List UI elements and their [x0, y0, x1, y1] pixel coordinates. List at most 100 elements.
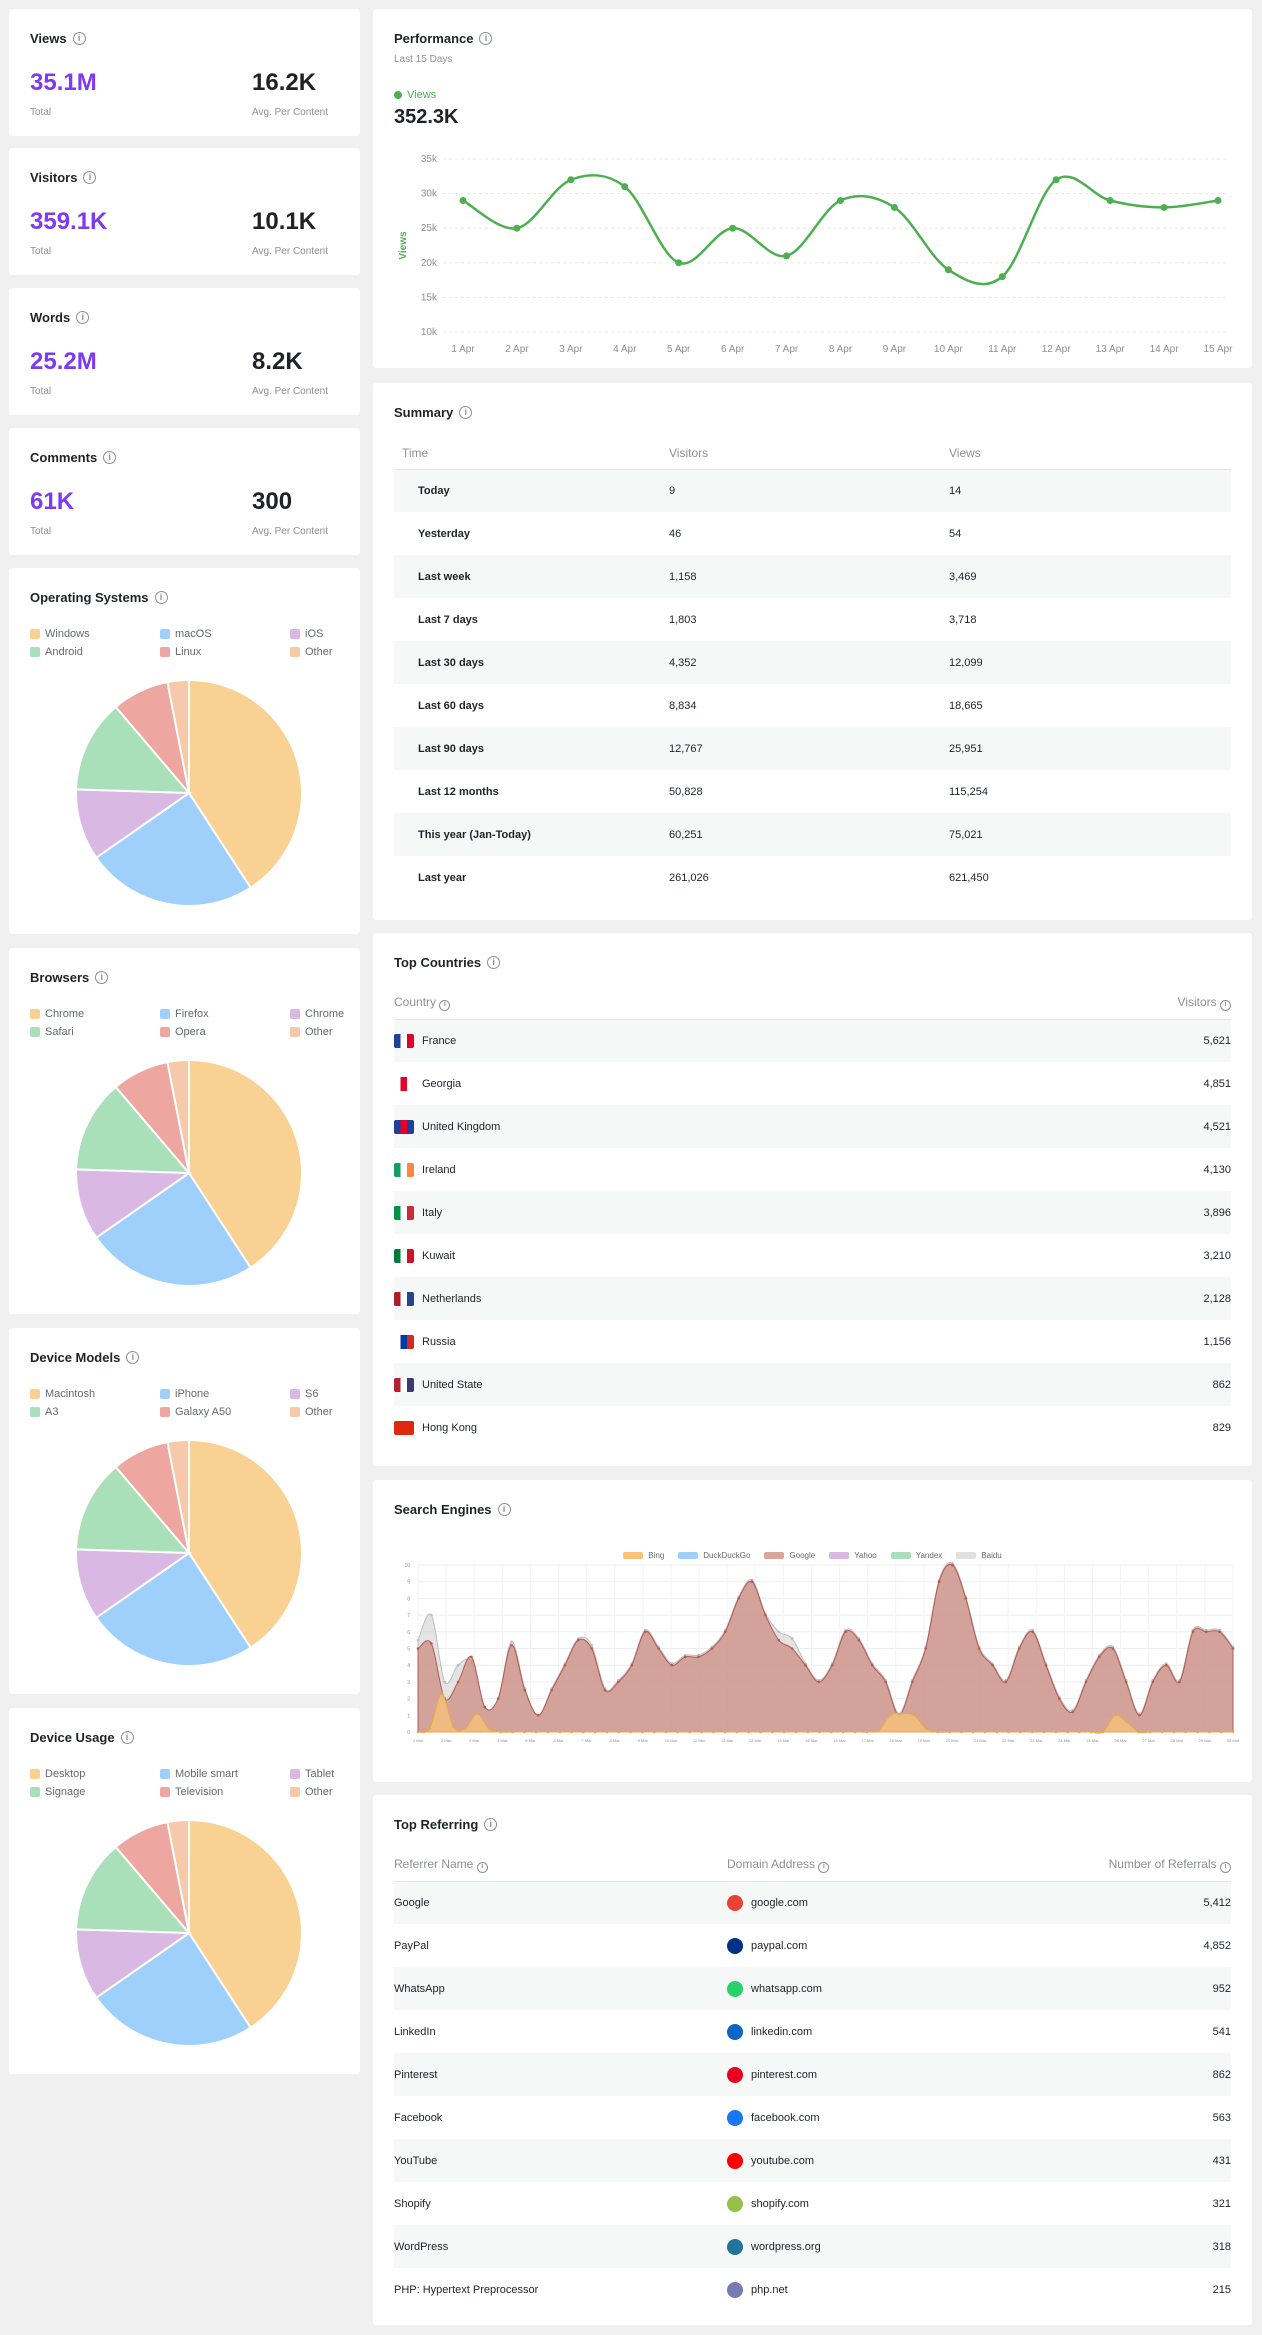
bing-area-point[interactable]	[664, 1730, 668, 1734]
info-icon[interactable]: i	[484, 1818, 498, 1831]
google-area-point[interactable]	[1164, 1663, 1168, 1667]
google-area-point[interactable]	[1218, 1630, 1221, 1634]
se-legend-item[interactable]: Yahoo	[829, 1551, 877, 1560]
bing-area-point[interactable]	[1089, 1730, 1093, 1734]
google-area-point[interactable]	[870, 1663, 874, 1667]
google-area-point[interactable]	[817, 1680, 821, 1684]
performance-legend[interactable]: Views	[394, 89, 436, 101]
google-area-point[interactable]	[1231, 1647, 1235, 1650]
bing-area-point[interactable]	[971, 1730, 975, 1734]
bing-area-point[interactable]	[794, 1730, 798, 1734]
google-area-point[interactable]	[697, 1655, 700, 1659]
info-icon[interactable]: i	[497, 1503, 511, 1516]
pie-slice[interactable]	[75, 788, 193, 860]
legend-item[interactable]: iOS	[290, 628, 360, 640]
google-area-point[interactable]	[470, 1655, 473, 1659]
legend-item[interactable]: Signage	[30, 1786, 160, 1798]
bing-area-point[interactable]	[1078, 1730, 1081, 1734]
views-point[interactable]	[890, 203, 898, 211]
google-area-point[interactable]	[1004, 1680, 1008, 1684]
pie-slice[interactable]	[166, 1438, 190, 1554]
bing-area-point[interactable]	[995, 1730, 999, 1734]
bing-area-point[interactable]	[1007, 1730, 1010, 1734]
google-area-point[interactable]	[991, 1663, 994, 1667]
legend-item[interactable]: Linux	[160, 646, 290, 658]
google-area-point[interactable]	[1098, 1655, 1101, 1659]
google-area-point[interactable]	[590, 1647, 593, 1650]
bing-area-point[interactable]	[1219, 1730, 1223, 1734]
referrer-domain[interactable]: shopify.com	[751, 2197, 809, 2210]
legend-item[interactable]: Tablet	[290, 1768, 360, 1780]
google-area-point[interactable]	[430, 1642, 433, 1645]
bing-area-point[interactable]	[1231, 1730, 1235, 1734]
se-legend-item[interactable]: Google	[764, 1551, 815, 1560]
pie-slice[interactable]	[75, 1085, 192, 1175]
referrer-row[interactable]: Pinterest pinterest.com 862	[394, 2053, 1231, 2096]
pie-slice[interactable]	[166, 678, 190, 794]
legend-item[interactable]: Safari	[30, 1026, 160, 1038]
google-area-point[interactable]	[617, 1680, 620, 1684]
google-area-point[interactable]	[830, 1663, 834, 1667]
google-area-point[interactable]	[750, 1580, 754, 1583]
legend-item[interactable]: macOS	[160, 628, 290, 640]
legend-item[interactable]: Galaxy A50	[160, 1406, 290, 1418]
info-icon[interactable]: i	[120, 1731, 134, 1744]
legend-item[interactable]: iPhone	[160, 1388, 290, 1400]
referrer-row[interactable]: PayPal paypal.com 4,852	[394, 1924, 1231, 1967]
country-row[interactable]: Italy 3,896	[394, 1191, 1231, 1234]
country-row[interactable]: United Kingdom 4,521	[394, 1105, 1231, 1148]
bing-area-point[interactable]	[1137, 1730, 1140, 1734]
referrer-row[interactable]: Facebook facebook.com 563	[394, 2096, 1231, 2139]
google-area-point[interactable]	[1151, 1680, 1155, 1684]
google-area-point[interactable]	[1178, 1680, 1181, 1684]
bing-area-point[interactable]	[676, 1730, 680, 1734]
google-area-point[interactable]	[884, 1680, 887, 1684]
bing-area-point[interactable]	[546, 1730, 550, 1734]
pie-slice[interactable]	[94, 1931, 253, 2047]
legend-item[interactable]: Macintosh	[30, 1388, 160, 1400]
pie-slice[interactable]	[94, 791, 253, 907]
referrer-row[interactable]: LinkedIn linkedin.com 541	[394, 2010, 1231, 2053]
baidu-area-point[interactable]	[430, 1613, 433, 1617]
info-icon[interactable]: i	[459, 406, 473, 419]
google-area-point[interactable]	[670, 1663, 674, 1667]
google-area-point[interactable]	[657, 1647, 660, 1650]
bing-area-point[interactable]	[806, 1730, 810, 1734]
bing-area-point[interactable]	[1149, 1730, 1152, 1734]
bing-area-point[interactable]	[900, 1712, 904, 1715]
google-area-point[interactable]	[523, 1688, 527, 1692]
bing-area-point[interactable]	[841, 1730, 845, 1734]
bing-area-point[interactable]	[582, 1730, 585, 1734]
bing-area-point[interactable]	[1019, 1730, 1022, 1734]
baidu-area-point[interactable]	[510, 1640, 513, 1644]
bing-area-point[interactable]	[1042, 1730, 1046, 1734]
referrer-row[interactable]: WordPress wordpress.org 318	[394, 2225, 1231, 2268]
baidu-area-point[interactable]	[443, 1680, 447, 1684]
bing-area-point[interactable]	[912, 1714, 916, 1717]
views-point[interactable]	[944, 266, 952, 274]
google-area-point[interactable]	[456, 1680, 460, 1684]
google-area-point[interactable]	[1044, 1663, 1048, 1667]
views-point[interactable]	[729, 224, 737, 232]
baidu-area-point[interactable]	[456, 1663, 460, 1667]
pie-slice[interactable]	[75, 705, 192, 795]
pie-slice[interactable]	[75, 1548, 193, 1620]
legend-item[interactable]: Firefox	[160, 1008, 290, 1020]
bing-area-point[interactable]	[629, 1730, 632, 1734]
info-icon[interactable]: i	[76, 311, 90, 324]
legend-item[interactable]: Other	[290, 1406, 360, 1418]
bing-area-point[interactable]	[499, 1730, 502, 1734]
bing-area-point[interactable]	[452, 1725, 455, 1729]
google-area-point[interactable]	[1071, 1710, 1074, 1714]
legend-item[interactable]: Other	[290, 1786, 360, 1798]
info-icon[interactable]: i	[476, 1861, 488, 1873]
google-area-point[interactable]	[737, 1597, 740, 1600]
bing-area-point[interactable]	[830, 1730, 833, 1734]
google-area-point[interactable]	[1084, 1680, 1088, 1684]
google-area-point[interactable]	[790, 1647, 794, 1650]
google-area-point[interactable]	[483, 1705, 487, 1709]
info-icon[interactable]: i	[72, 32, 86, 45]
google-area-point[interactable]	[510, 1643, 513, 1647]
info-icon[interactable]: i	[487, 956, 501, 969]
bing-area-point[interactable]	[605, 1730, 609, 1734]
